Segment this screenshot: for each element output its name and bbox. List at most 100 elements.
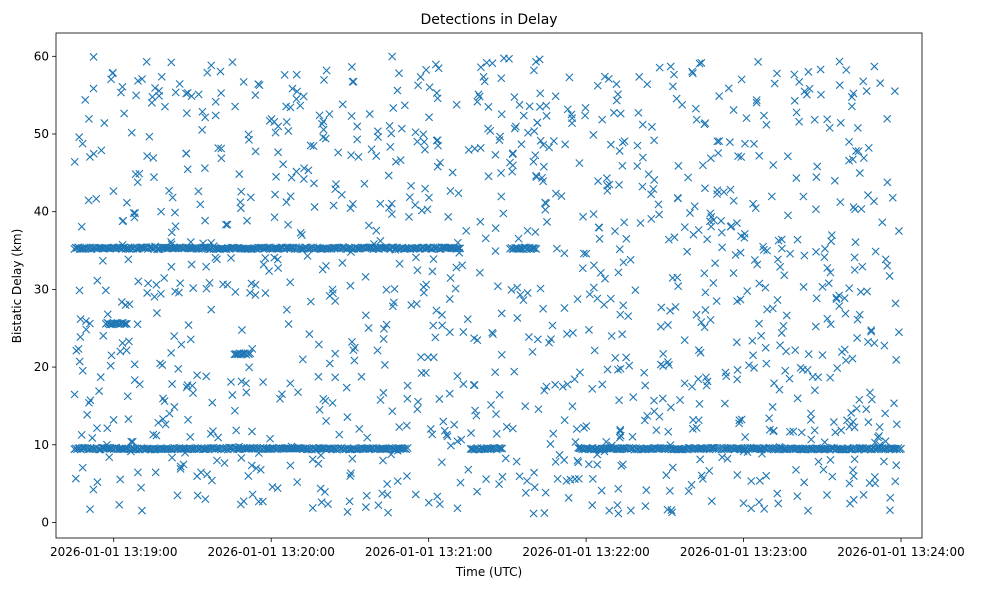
data-point <box>545 143 554 152</box>
data-point <box>848 354 857 363</box>
data-point <box>254 449 263 458</box>
data-point <box>78 139 87 148</box>
data-point <box>78 366 87 375</box>
data-point <box>134 277 143 286</box>
data-point <box>349 346 358 355</box>
data-point <box>594 223 603 232</box>
data-point <box>852 146 861 155</box>
data-point <box>826 373 835 382</box>
data-point <box>179 460 188 469</box>
data-point <box>274 264 283 273</box>
data-point <box>308 455 317 464</box>
data-point <box>97 146 106 155</box>
data-point <box>456 478 465 487</box>
data-point <box>431 60 440 69</box>
data-point <box>374 133 383 142</box>
data-point <box>530 483 539 492</box>
data-point <box>115 500 124 509</box>
data-point <box>701 119 710 128</box>
data-point <box>806 415 815 424</box>
data-point <box>830 176 839 185</box>
data-point <box>354 152 363 161</box>
data-point <box>143 288 152 297</box>
data-point <box>497 192 506 201</box>
data-point <box>611 353 620 362</box>
data-point <box>870 339 879 348</box>
data-point <box>170 332 179 341</box>
data-point <box>674 282 683 291</box>
data-point <box>226 377 235 386</box>
data-point <box>828 472 837 481</box>
data-point <box>92 194 101 203</box>
data-point <box>737 232 746 241</box>
data-point <box>845 284 854 293</box>
data-point <box>335 430 344 439</box>
data-point <box>133 468 142 477</box>
data-point <box>743 448 752 457</box>
data-point <box>565 73 574 82</box>
data-point <box>424 353 433 362</box>
data-point <box>707 497 716 506</box>
data-point <box>247 427 256 436</box>
data-point <box>892 355 901 364</box>
data-point <box>367 145 376 154</box>
data-point <box>386 142 395 151</box>
data-point <box>84 398 93 407</box>
x-axis-label: Time (UTC) <box>455 565 522 579</box>
data-point <box>774 236 783 245</box>
data-point <box>616 109 625 118</box>
data-point <box>717 228 726 237</box>
data-point <box>288 84 297 93</box>
data-point <box>589 261 598 270</box>
data-point <box>670 70 679 79</box>
data-point <box>282 118 291 127</box>
data-point <box>434 141 442 150</box>
data-point <box>315 111 324 120</box>
data-point <box>753 260 762 269</box>
data-point <box>118 339 127 348</box>
data-point <box>99 331 108 340</box>
data-point <box>761 283 770 292</box>
data-point <box>138 74 147 83</box>
data-point <box>892 420 901 429</box>
data-point <box>274 148 283 157</box>
data-point <box>473 487 482 496</box>
data-point <box>348 199 357 208</box>
data-point <box>513 283 522 292</box>
data-point <box>616 425 625 434</box>
data-point <box>875 440 884 449</box>
data-point <box>242 379 250 388</box>
data-point <box>551 92 560 101</box>
data-point <box>770 79 779 88</box>
data-point <box>168 379 177 388</box>
data-point <box>735 419 744 428</box>
data-point <box>214 144 223 153</box>
data-point <box>475 92 484 101</box>
data-point <box>491 224 500 233</box>
data-point <box>603 181 612 190</box>
data-point <box>103 424 112 433</box>
data-point <box>428 267 437 276</box>
data-point <box>393 446 402 455</box>
data-point <box>894 328 903 337</box>
data-point <box>643 80 652 89</box>
data-point <box>655 63 664 72</box>
data-point <box>540 386 549 395</box>
data-point <box>600 447 609 456</box>
data-point <box>791 465 800 474</box>
data-point <box>390 284 399 293</box>
data-point <box>835 57 844 66</box>
data-point <box>499 209 508 218</box>
data-point <box>400 101 409 110</box>
data-point <box>292 95 301 104</box>
data-point <box>718 243 727 252</box>
data-point <box>346 471 355 480</box>
data-point <box>76 332 85 341</box>
data-point <box>435 394 444 403</box>
data-point <box>685 209 694 218</box>
data-point <box>416 72 425 81</box>
data-point <box>194 187 203 196</box>
data-point <box>148 92 157 101</box>
data-point <box>683 247 692 256</box>
data-point <box>137 483 146 492</box>
